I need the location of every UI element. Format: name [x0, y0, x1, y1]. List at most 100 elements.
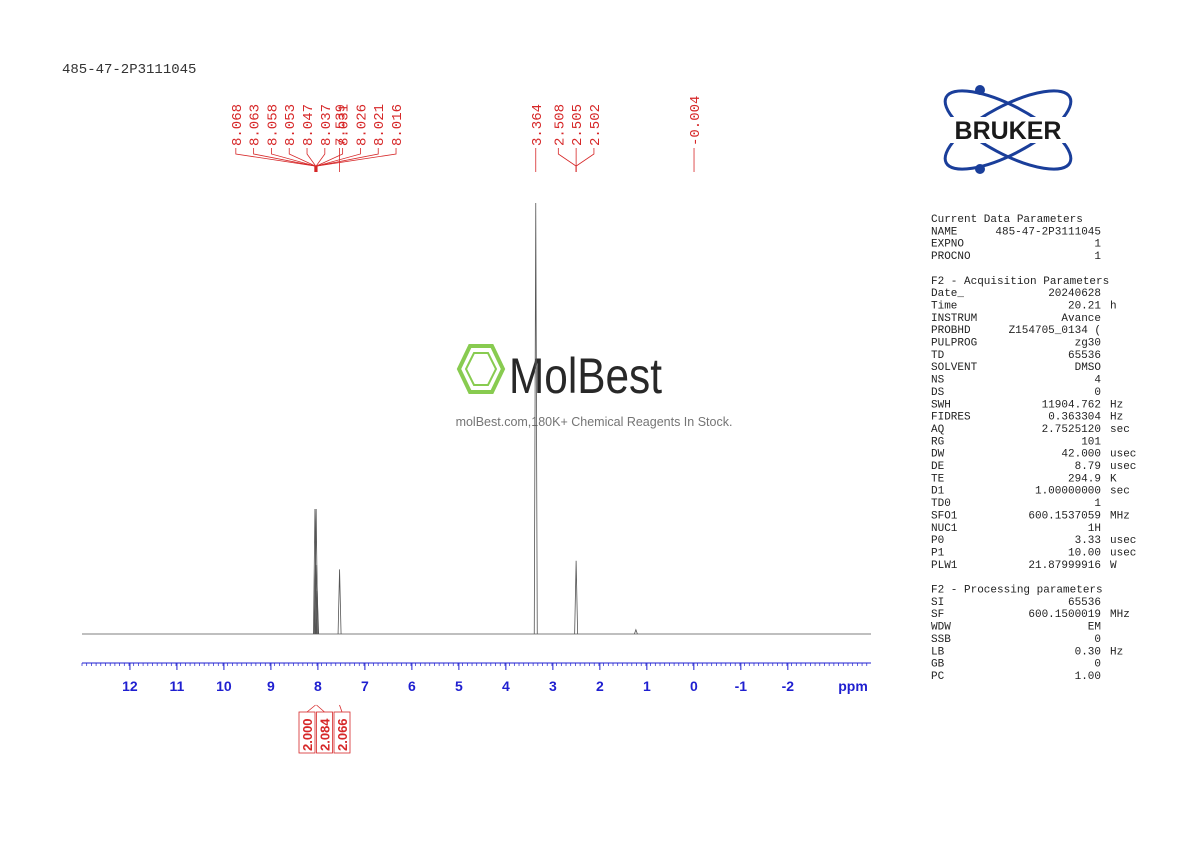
param-name: SSB — [931, 634, 951, 646]
x-axis-label: ppm — [838, 678, 868, 694]
param-value: 1H — [1088, 523, 1101, 535]
x-tick-label: 5 — [455, 678, 463, 694]
param-name: SF — [931, 609, 944, 621]
peak-label: 8.058 — [265, 104, 281, 146]
param-value: 0.30 — [1075, 646, 1101, 658]
param-group-title: F2 - Acquisition Parameters — [931, 276, 1109, 288]
param-name: DS — [931, 387, 945, 399]
param-value: 4 — [1094, 375, 1101, 387]
param-value: 2.7525120 — [1042, 424, 1101, 436]
integral-connector — [339, 704, 343, 713]
param-unit: Hz — [1110, 399, 1123, 411]
x-tick-label: 1 — [643, 678, 651, 694]
param-value: 8.79 — [1075, 461, 1101, 473]
sample-id: 485-47-2P3111045 — [62, 62, 196, 78]
peak-connector — [316, 148, 397, 172]
peak-label: 8.016 — [390, 104, 406, 146]
x-tick-label: 11 — [170, 678, 185, 694]
peak-label: 8.047 — [301, 104, 317, 146]
param-name: FIDRES — [931, 412, 971, 424]
peak-connector — [575, 148, 595, 172]
param-value: 0.363304 — [1048, 412, 1101, 424]
peak-label: 2.505 — [570, 104, 586, 146]
param-unit: Hz — [1110, 412, 1123, 424]
param-name: EXPNO — [931, 239, 964, 251]
param-unit: MHz — [1110, 510, 1130, 522]
param-name: PC — [931, 671, 945, 683]
param-value: 42.000 — [1061, 449, 1101, 461]
bruker-logo: BRUKER — [924, 85, 1092, 174]
param-value: 600.1537059 — [1028, 510, 1101, 522]
param-value: 3.33 — [1075, 535, 1101, 547]
param-value: EM — [1088, 622, 1101, 634]
integral-box — [298, 711, 316, 754]
param-value: 65536 — [1068, 597, 1101, 609]
param-name: GB — [931, 659, 945, 671]
param-value: 0 — [1094, 659, 1101, 671]
peak-label: 2.502 — [588, 104, 604, 146]
x-tick-label: 6 — [408, 678, 416, 694]
param-value: 485-47-2P3111045 — [995, 226, 1101, 238]
param-group-title: F2 - Processing parameters — [931, 585, 1103, 597]
param-name: PROCNO — [931, 251, 971, 263]
peak-label: 8.026 — [354, 104, 370, 146]
param-value: 20240628 — [1048, 288, 1101, 300]
peak-label: 7.539 — [334, 104, 350, 146]
x-tick-label: 8 — [314, 678, 322, 694]
param-name: SWH — [931, 399, 951, 411]
param-value: 0 — [1094, 634, 1101, 646]
param-value: 101 — [1081, 436, 1101, 448]
peak-label: 3.364 — [530, 104, 546, 146]
param-name: Time — [931, 300, 957, 312]
param-value: 294.9 — [1068, 473, 1101, 485]
integral-connector — [306, 704, 316, 713]
orbit — [943, 89, 1073, 171]
param-value: Z154705_0134 ( — [1009, 325, 1101, 337]
param-unit: usec — [1110, 461, 1136, 473]
param-name: RG — [931, 436, 944, 448]
param-name: TD — [931, 350, 945, 362]
electron — [975, 85, 985, 95]
x-tick-label: 3 — [549, 678, 557, 694]
param-unit: usec — [1110, 449, 1136, 461]
param-group-title: Current Data Parameters — [931, 214, 1083, 226]
param-name: SOLVENT — [931, 362, 978, 374]
integral-box — [333, 711, 351, 754]
param-value: zg30 — [1075, 338, 1101, 350]
param-name: P1 — [931, 547, 945, 559]
param-unit: K — [1110, 473, 1117, 485]
param-unit: usec — [1110, 547, 1136, 559]
peak-label: 8.031 — [337, 104, 353, 146]
peak-label: 8.037 — [319, 104, 335, 146]
watermark-icon — [456, 344, 506, 394]
integral-box — [316, 711, 333, 754]
param-unit: sec — [1110, 424, 1130, 436]
integral-label: 2.084 — [318, 718, 333, 751]
param-name: PLW1 — [931, 560, 958, 572]
x-tick-label: 9 — [267, 678, 275, 694]
param-value: 600.1500019 — [1028, 609, 1101, 621]
logo-backing — [924, 117, 1092, 143]
param-value: 21.87999916 — [1028, 560, 1101, 572]
integral-label: 2.066 — [335, 718, 350, 751]
peak — [533, 202, 538, 635]
param-unit: W — [1110, 560, 1117, 572]
param-value: Avance — [1061, 313, 1101, 325]
param-value: 1 — [1094, 498, 1101, 510]
param-name: NS — [931, 375, 945, 387]
peak — [315, 590, 320, 635]
peak — [337, 569, 342, 635]
param-value: 1 — [1094, 239, 1101, 251]
peak — [574, 560, 579, 635]
logo-text: BRUKER — [955, 117, 1062, 145]
x-tick-label: -2 — [782, 678, 795, 694]
param-name: DW — [931, 449, 945, 461]
watermark-brand: MolBest — [509, 348, 662, 404]
param-name: LB — [931, 646, 945, 658]
orbit — [943, 89, 1073, 171]
peak-connector — [306, 148, 317, 172]
peak-label: 2.508 — [552, 104, 568, 146]
param-value: 65536 — [1068, 350, 1101, 362]
